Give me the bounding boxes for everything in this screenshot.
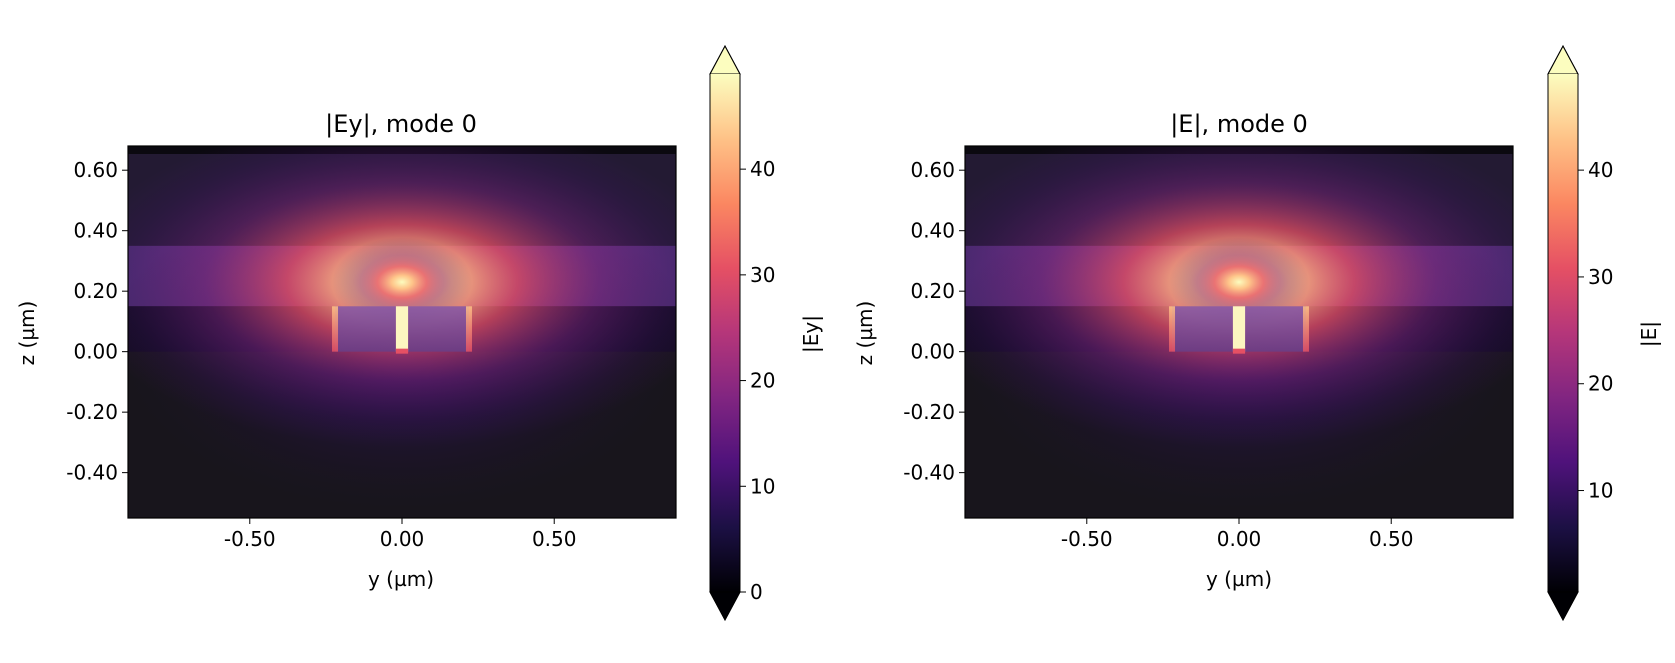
y-tick-label: 0.20 — [73, 279, 118, 303]
chart-title: |E|, mode 0 — [1170, 110, 1308, 138]
y-axis-label: z (µm) — [15, 301, 39, 366]
colorbar: 0 10 20 30 40 — [709, 44, 775, 622]
x-axis-label: y (µm) — [1206, 567, 1272, 591]
colorbar-tick-label: 0 — [750, 580, 763, 604]
rail-edge-glow — [1302, 306, 1309, 352]
x-tick-label: 0.00 — [380, 527, 425, 551]
e-panel: |E|, mode 0 -0.50 0.00 0.50 0.600.400.200.… — [853, 44, 1661, 622]
colorbar-tick-label: 10 — [750, 474, 775, 498]
colorbar-extend-max — [709, 44, 741, 75]
waveguide-rail — [335, 306, 396, 352]
waveguide-rail — [1245, 306, 1306, 352]
waveguide-rail — [1172, 306, 1233, 352]
slot-gap — [395, 306, 409, 352]
slot-bottom-glow — [395, 348, 409, 354]
colorbar-extend-min — [1547, 591, 1579, 622]
x-tick-label: 0.50 — [532, 527, 577, 551]
colorbar-outline — [1547, 44, 1579, 622]
x-axis: -0.50 0.00 0.50 — [1061, 518, 1414, 551]
y-axis: 0.60 0.40 0.20 0.00 -0.20 -0.40 — [66, 158, 128, 485]
y-axis: 0.60 0.40 0.20 0.00 -0.20 -0.40 — [903, 158, 965, 485]
colorbar-tick-label: 20 — [750, 369, 775, 393]
colorbar-tick-label: 20 — [1588, 372, 1613, 396]
rail-edge-glow — [332, 306, 339, 352]
x-axis-label: y (µm) — [368, 567, 434, 591]
y-tick-label: -0.20 — [66, 400, 118, 424]
y-tick-label: 0.40 — [910, 219, 955, 243]
y-axis-label: z (µm) — [853, 301, 877, 366]
slot-bottom-glow — [1232, 348, 1246, 354]
x-tick-label: 0.00 — [1217, 527, 1262, 551]
heatmap-plot-area — [965, 146, 1513, 518]
colorbar-gradient — [710, 74, 740, 592]
y-tick-label: 0.60 — [910, 158, 955, 182]
colorbar-label: |Ey| — [799, 315, 823, 353]
colorbar-gradient — [1548, 74, 1578, 592]
y-tick-label: 0.60 — [73, 158, 118, 182]
plot-frame — [964, 145, 1514, 519]
x-axis: -0.50 0.00 0.50 — [224, 518, 577, 551]
y-tick-label: -0.40 — [903, 461, 955, 485]
y-tick-label: -0.20 — [903, 400, 955, 424]
colorbar-label: |E| — [1637, 321, 1661, 347]
field-hotspot — [332, 237, 472, 328]
y-tick-label: 0.00 — [73, 340, 118, 364]
colorbar-tick-label: 40 — [750, 157, 775, 181]
rail-edge-glow — [1169, 306, 1176, 352]
rail-edge-glow — [465, 306, 472, 352]
field-hotspot — [1169, 237, 1309, 328]
y-tick-label: 0.00 — [910, 340, 955, 364]
colorbar-tick-label: 40 — [1588, 158, 1613, 182]
x-tick-label: 0.50 — [1369, 527, 1414, 551]
y-tick-label: 0.20 — [910, 279, 955, 303]
colorbar-tick-label: 30 — [750, 263, 775, 287]
ey-panel: |Ey|, mode 0 -0.50 0.00 0.50 0.600.400.200… — [15, 44, 823, 622]
x-tick-label: -0.50 — [224, 527, 276, 551]
colorbar-tick-label: 10 — [1588, 479, 1613, 503]
heatmap-plot-area — [128, 146, 676, 518]
waveguide-rail — [408, 306, 469, 352]
colorbar-extend-min — [709, 591, 741, 622]
colorbar-tick-label: 30 — [1588, 265, 1613, 289]
slot-gap — [1232, 306, 1246, 352]
plot-frame — [127, 145, 677, 519]
colorbar-extend-max — [1547, 44, 1579, 75]
x-tick-label: -0.50 — [1061, 527, 1113, 551]
y-tick-label: 0.40 — [73, 219, 118, 243]
chart-title: |Ey|, mode 0 — [325, 110, 477, 138]
y-tick-label: -0.40 — [66, 461, 118, 485]
colorbar: 10 20 30 40 — [1547, 44, 1613, 622]
